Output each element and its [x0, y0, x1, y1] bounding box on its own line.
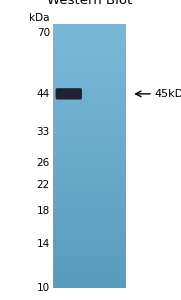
Text: 10: 10 — [37, 283, 50, 293]
Text: 44: 44 — [37, 89, 50, 99]
Text: 14: 14 — [37, 239, 50, 249]
Text: 70: 70 — [37, 28, 50, 38]
Text: Western Blot: Western Blot — [47, 0, 132, 8]
Text: 45kDa: 45kDa — [155, 89, 181, 99]
Text: kDa: kDa — [29, 14, 50, 23]
Text: 22: 22 — [37, 180, 50, 190]
Text: 18: 18 — [37, 206, 50, 216]
FancyBboxPatch shape — [56, 88, 82, 100]
Text: 26: 26 — [37, 158, 50, 168]
Text: 33: 33 — [37, 127, 50, 136]
